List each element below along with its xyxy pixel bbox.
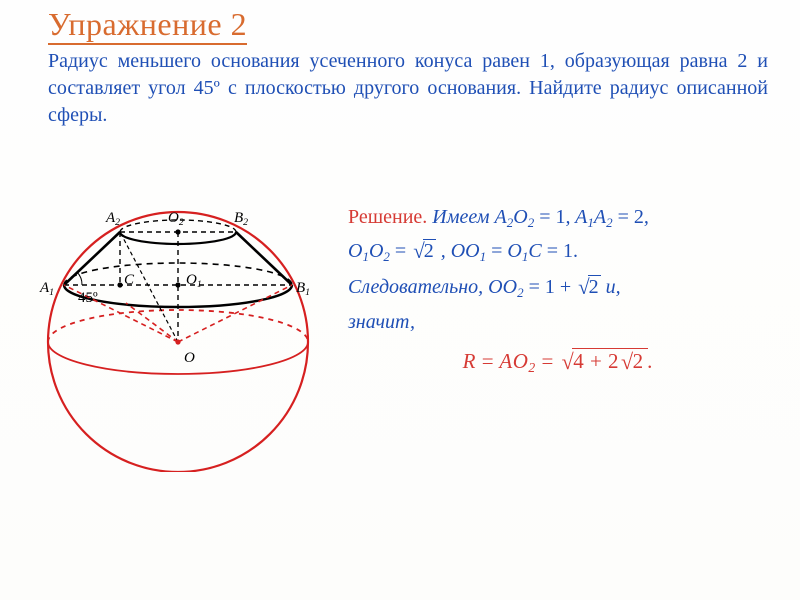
- solution-block: Решение. Имеем A2O2 = 1, A1A2 = 2, O1O2 …: [348, 200, 768, 381]
- res-rad-b: 2: [632, 348, 646, 373]
- sol-eq5: OO2 = 1 +: [488, 276, 576, 298]
- res-rad-a: 4 + 2: [573, 349, 619, 373]
- sep3: ,: [441, 240, 451, 262]
- geometry-figure: A2O2B2A1B1O1C45ºO: [28, 172, 328, 472]
- sep1: ,: [565, 206, 575, 228]
- sol-eq1: A2O2 = 1: [495, 206, 566, 228]
- sqrt2-a: √2: [411, 234, 436, 270]
- sol-eq4: OO1 = O1C = 1.: [451, 240, 578, 262]
- sol-p2a: Следовательно,: [348, 276, 488, 298]
- slide-title: Упражнение 2: [48, 6, 247, 43]
- sep2: ,: [644, 206, 649, 228]
- title-text: Упражнение 2: [48, 6, 247, 45]
- sol-p2b: и,: [606, 276, 621, 298]
- res-tail: .: [648, 349, 654, 373]
- problem-text: Радиус меньшего основания усеченного кон…: [48, 48, 768, 129]
- solution-label: Решение.: [348, 206, 427, 228]
- sol-p3: значит,: [348, 311, 415, 333]
- sol-eq3: O1O2 =: [348, 240, 411, 262]
- sol-eq2: A1A2 = 2: [575, 206, 644, 228]
- sqrt2-b: √2: [576, 270, 601, 306]
- sol-p1a: Имеем: [432, 206, 494, 228]
- result-equation: R = AO2 = √4 + 2√2.: [348, 343, 768, 380]
